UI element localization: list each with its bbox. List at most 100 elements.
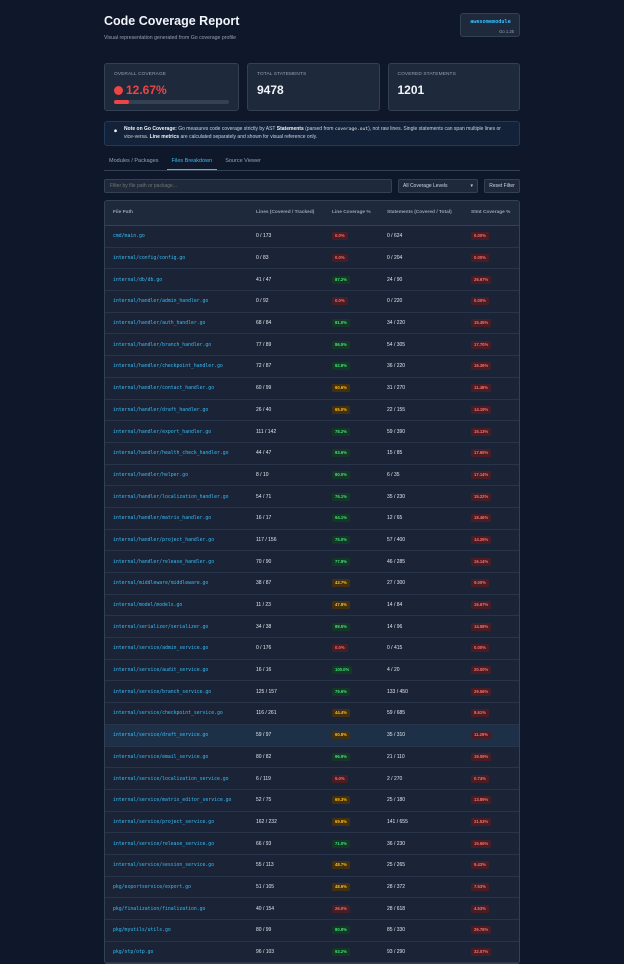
stmt-coverage-cell: 19.09% [463,746,519,769]
header-statements[interactable]: Statements (Covered / Total) [379,201,463,226]
table-row[interactable]: internal/config/config.go 0 / 83 0.0% 0 / 2… [105,247,519,270]
lines-cell: 116 / 261 [248,702,324,725]
table-row[interactable]: pkg/myutils/utils.go 80 / 99 80.8% 85 / 330… [105,919,519,942]
lines-cell: 72 / 87 [248,355,324,378]
table-row[interactable]: internal/service/email_service.go 80 / 82… [105,746,519,769]
file-path-link[interactable]: internal/handler/project_handler.go [113,537,215,543]
file-path-link[interactable]: internal/service/email_service.go [113,754,209,760]
table-row[interactable]: internal/handler/branch_handler.go 77 / 8… [105,333,519,357]
file-path-link[interactable]: internal/handler/helper.go [113,472,189,478]
header-file-path[interactable]: File Path [105,201,248,226]
table-row[interactable]: internal/handler/checkpoint_handler.go 72… [105,355,519,378]
file-path-link[interactable]: pkg/myutils/utils.go [113,928,171,934]
stmt-coverage-badge: 15.22% [471,492,492,501]
header-stmt-coverage[interactable]: Stmt Coverage % [463,201,519,226]
search-input[interactable] [104,179,392,193]
table-row[interactable]: internal/service/session_service.go 55 / … [105,854,519,877]
file-path-link[interactable]: internal/service/branch_service.go [113,689,212,695]
table-row[interactable]: internal/middleware/middleware.go 38 / 87… [105,572,519,595]
table-row[interactable]: internal/service/audit_service.go 16 / 16… [105,659,519,682]
table-row[interactable]: pkg/otp/otp.go 96 / 103 93.2% 93 / 290 32.07… [105,941,519,964]
table-row[interactable]: cmd/main.go 0 / 173 0.0% 0 / 624 0.00% [105,225,519,248]
file-path-link[interactable]: internal/service/session_service.go [113,863,215,869]
table-row[interactable]: internal/handler/draft_handler.go 26 / 40… [105,399,519,422]
file-path-link[interactable]: internal/service/draft_service.go [113,733,209,739]
table-row[interactable]: internal/handler/auth_handler.go 68 / 84 8… [105,312,519,335]
lines-cell: 125 / 157 [248,680,324,704]
table-row[interactable]: internal/handler/localization_handler.go… [105,485,519,508]
file-path-link[interactable]: internal/config/config.go [113,256,186,262]
stmt-coverage-cell: 0.00% [463,225,519,248]
file-path-link[interactable]: internal/model/models.go [113,603,183,609]
tab-modules[interactable]: Modules / Packages [109,158,159,164]
table-row[interactable]: pkg/finalization/finalization.go 40 / 154… [105,897,519,920]
table-row[interactable]: internal/service/project_service.go 162 /… [105,811,519,834]
file-path-link[interactable]: internal/handler/draft_handler.go [113,407,209,413]
file-path-link[interactable]: internal/service/project_service.go [113,819,215,825]
line-coverage-badge: 76.1% [332,492,350,501]
header-lines[interactable]: Lines (Covered / Tracked) [248,201,324,226]
file-path-link[interactable]: cmd/main.go [113,234,145,240]
table-row[interactable]: internal/service/release_service.go 66 / … [105,832,519,855]
table-row[interactable]: internal/db/db.go 41 / 47 87.2% 24 / 90 26.6… [105,268,519,292]
table-row[interactable]: internal/service/branch_service.go 125 / … [105,680,519,704]
file-path-link[interactable]: internal/handler/health_check_handler.go [113,451,229,457]
tab-source-viewer[interactable]: Source Viewer [225,158,261,164]
table-row[interactable]: internal/serializer/serializer.go 34 / 38… [105,615,519,639]
statements-cell: 21 / 110 [379,746,463,769]
reset-filter-button[interactable]: Reset Filter [484,179,520,193]
table-row[interactable]: internal/service/checkpoint_service.go 11… [105,702,519,725]
file-path-link[interactable]: internal/handler/release_handler.go [113,559,215,565]
table-row[interactable]: internal/service/admin_service.go 0 / 176… [105,637,519,660]
table-row[interactable]: internal/service/draft_service.go 59 / 97… [105,724,519,747]
file-path-link[interactable]: internal/service/matrix_editor_service.g… [113,798,232,804]
line-coverage-badge: 0.0% [332,297,348,306]
stmt-coverage-cell: 9.00% [463,572,519,595]
table-row[interactable]: internal/handler/project_handler.go 117 /… [105,529,519,552]
statements-cell: 25 / 265 [379,854,463,877]
overall-coverage-label: OVERALL COVERAGE [114,72,167,77]
table-row[interactable]: internal/service/matrix_editor_service.g… [105,789,519,812]
file-path-link[interactable]: internal/handler/checkpoint_handler.go [113,364,223,370]
file-path-link[interactable]: internal/handler/branch_handler.go [113,342,212,348]
table-row[interactable]: internal/handler/health_check_handler.go… [105,442,519,465]
covered-statements-label: COVERED STATEMENTS [397,72,456,77]
file-path-link[interactable]: internal/service/localization_service.go [113,776,229,782]
file-path-link[interactable]: internal/handler/admin_handler.go [113,299,209,305]
table-row[interactable]: internal/model/models.go 11 / 23 47.8% 14 /… [105,594,519,617]
file-path-link[interactable]: internal/db/db.go [113,277,163,283]
table-row[interactable]: internal/handler/helper.go 8 / 10 80.0% 6 /… [105,464,519,487]
file-path-link[interactable]: pkg/otp/otp.go [113,950,154,956]
file-path-link[interactable]: internal/service/admin_service.go [113,646,209,652]
coverage-level-select[interactable]: All Coverage Levels ▾ [398,179,478,193]
table-row[interactable]: internal/handler/admin_handler.go 0 / 92 0… [105,290,519,313]
file-path-link[interactable]: internal/handler/matrix_handler.go [113,516,212,522]
file-path-link[interactable]: internal/middleware/middleware.go [113,581,209,587]
file-path-link[interactable]: pkg/exportservice/export.go [113,884,191,890]
header-line-coverage[interactable]: Line Coverage % [324,201,379,226]
table-row[interactable]: internal/handler/contact_handler.go 60 / … [105,377,519,400]
file-path-link[interactable]: pkg/finalization/finalization.go [113,906,206,912]
table-row[interactable]: internal/handler/release_handler.go 70 / … [105,550,519,573]
file-path-link[interactable]: internal/service/release_service.go [113,841,215,847]
file-path-link[interactable]: internal/handler/contact_handler.go [113,386,215,392]
file-path-link[interactable]: internal/handler/localization_handler.go [113,494,229,500]
table-row[interactable]: pkg/exportservice/export.go 51 / 105 48.6%… [105,876,519,899]
line-coverage-badge: 94.1% [332,514,350,523]
stmt-coverage-badge: 11.29% [471,731,491,740]
table-row[interactable]: internal/service/localization_service.go… [105,767,519,790]
page-title: Code Coverage Report [104,14,240,28]
lines-cell: 0 / 173 [248,225,324,248]
lines-cell: 41 / 47 [248,268,324,292]
stmt-coverage-badge: 16.14% [471,557,492,566]
table-row[interactable]: internal/handler/matrix_handler.go 16 / 1… [105,507,519,530]
file-path-link[interactable]: internal/service/checkpoint_service.go [113,711,223,717]
file-path-link[interactable]: internal/handler/auth_handler.go [113,321,206,327]
file-path-link[interactable]: internal/service/audit_service.go [113,668,209,674]
tab-files-breakdown[interactable]: Files Breakdown [166,156,218,170]
file-path-link[interactable]: internal/handler/export_handler.go [113,429,212,435]
table-row[interactable]: internal/handler/export_handler.go 111 / … [105,420,519,443]
file-path-link[interactable]: internal/serializer/serializer.go [113,624,209,630]
lines-cell: 77 / 89 [248,333,324,357]
stmt-coverage-badge: 8.61% [471,709,489,718]
